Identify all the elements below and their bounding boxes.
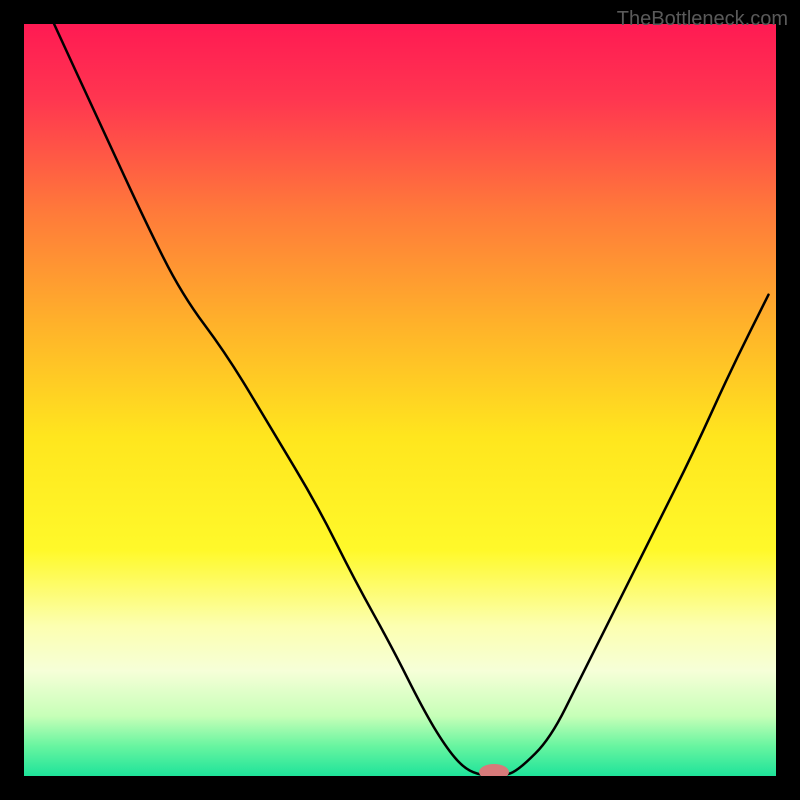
bottleneck-chart xyxy=(0,0,800,800)
watermark-text: TheBottleneck.com xyxy=(617,8,788,31)
chart-container: TheBottleneck.com xyxy=(0,0,800,800)
